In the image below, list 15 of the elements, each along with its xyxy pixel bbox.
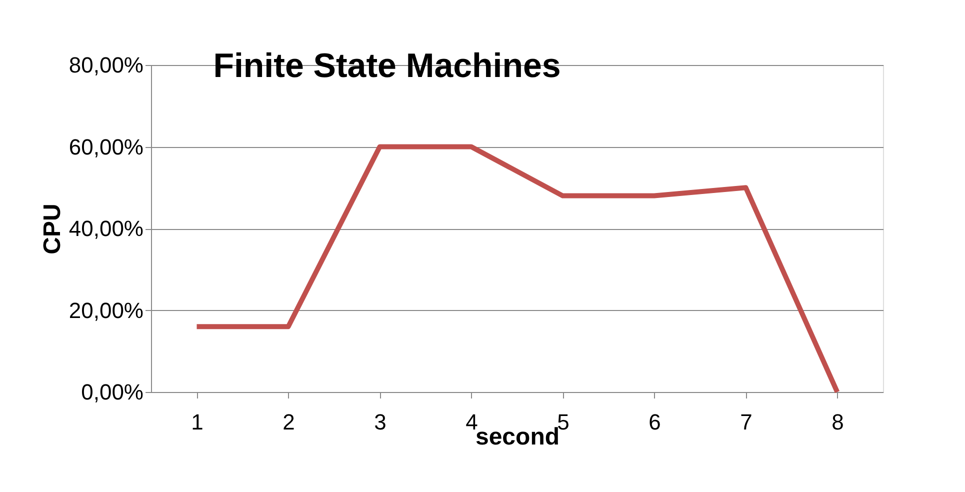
chart-title: Finite State Machines [213,47,561,85]
y-tick-label: 40,00% [68,216,144,241]
y-tick-label: 0,00% [81,380,144,404]
y-tick-label: 60,00% [68,134,144,160]
x-tick-label: 6 [648,410,661,434]
x-tick-label: 5 [557,410,570,434]
x-tick-label: 7 [740,410,752,434]
y-tick-label: 80,00% [68,52,144,78]
x-tick-label: 4 [466,410,478,434]
x-tick-label: 8 [832,410,844,434]
x-tick-label: 3 [374,410,386,434]
x-tick-label: 1 [191,410,204,434]
y-tick-label: 20,00% [68,298,144,323]
y-axis-title: CPU [38,204,66,254]
x-tick-label: 2 [282,410,295,434]
